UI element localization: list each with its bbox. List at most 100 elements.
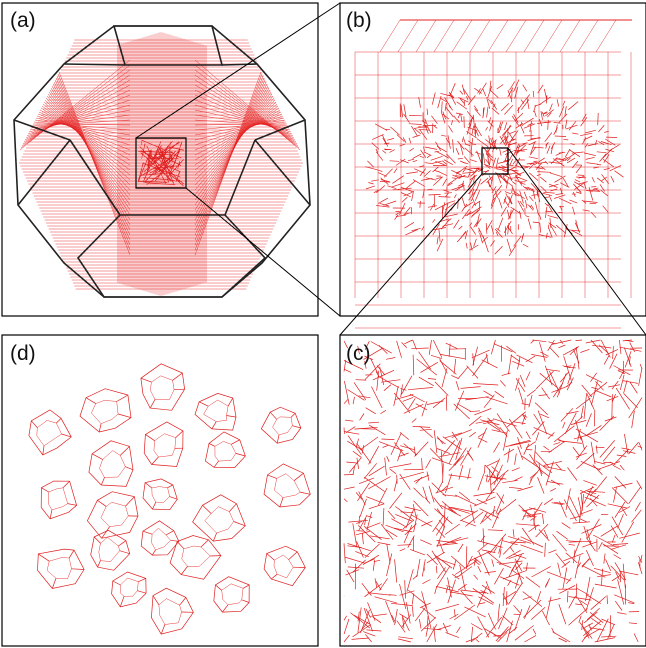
- cloud-segment: [488, 135, 491, 149]
- network-segment: [361, 445, 365, 454]
- network-segment: [601, 635, 617, 638]
- network-segment: [473, 492, 495, 497]
- network-segment: [613, 482, 633, 488]
- network-segment: [531, 354, 548, 358]
- cloud-segment: [548, 222, 557, 229]
- network-segment: [360, 609, 370, 634]
- network-segment: [518, 387, 524, 404]
- network-segment: [357, 525, 376, 543]
- network-segment: [444, 523, 460, 535]
- network-segment: [377, 541, 391, 546]
- network-segment: [545, 461, 554, 486]
- network-segment: [530, 469, 540, 481]
- cloud-segment: [495, 231, 499, 237]
- polyhedral-cell-edge: [165, 530, 174, 536]
- network-segment: [550, 487, 556, 492]
- network-segment: [435, 565, 438, 574]
- network-segment: [481, 585, 495, 594]
- wire-diagonal: [29, 109, 131, 131]
- network-segment: [432, 339, 443, 358]
- network-segment: [345, 419, 354, 422]
- cloud-segment: [605, 138, 616, 146]
- cloud-segment: [376, 185, 386, 193]
- polyhedral-cell-edge: [144, 482, 153, 489]
- network-segment: [435, 603, 460, 612]
- network-segment: [525, 431, 531, 440]
- network-segment: [531, 607, 546, 620]
- polyhedral-cell: [260, 406, 302, 444]
- network-segment: [494, 568, 504, 585]
- network-segment: [445, 586, 449, 594]
- network-segment: [569, 495, 581, 518]
- cloud-segment: [460, 230, 467, 239]
- network-segment: [453, 358, 457, 374]
- network-segment: [425, 624, 429, 637]
- cloud-segment: [463, 184, 465, 191]
- polyhedron-edge: [69, 139, 121, 216]
- network-segment: [391, 518, 406, 527]
- cloud-segment: [464, 201, 473, 208]
- network-segment: [490, 469, 509, 486]
- cloud-segment: [464, 230, 468, 240]
- network-segment: [355, 492, 363, 500]
- cloud-segment: [517, 200, 525, 212]
- wire-core: [168, 159, 184, 176]
- network-segment: [404, 506, 422, 512]
- network-segment: [634, 501, 641, 512]
- cloud-segment: [492, 190, 502, 202]
- network-segment: [569, 515, 581, 520]
- cloud-segment: [460, 113, 463, 123]
- cloud-segment: [527, 122, 533, 126]
- cloud-segment: [444, 213, 458, 218]
- network-segment: [454, 390, 465, 411]
- polyhedral-cell-face: [36, 420, 62, 447]
- network-segment: [387, 510, 396, 520]
- network-segment: [615, 387, 630, 410]
- cloud-segment: [486, 176, 493, 183]
- cloud-segment: [443, 159, 453, 166]
- polyhedral-cell: [88, 440, 134, 487]
- cloud-segment: [468, 191, 476, 201]
- cloud-segment: [424, 118, 427, 124]
- cloud-segment: [380, 179, 390, 183]
- cloud-segment: [548, 194, 553, 202]
- network-segment: [588, 490, 606, 493]
- network-segment: [454, 494, 478, 506]
- network-segment: [581, 384, 593, 398]
- cloud-segment: [441, 101, 443, 113]
- network-segment: [389, 492, 403, 509]
- network-segment: [442, 536, 462, 546]
- polyhedral-cell-face: [274, 473, 301, 498]
- cloud-segment: [405, 229, 418, 236]
- cloud-segment: [461, 161, 469, 165]
- network-segment: [575, 603, 583, 606]
- cloud-segment: [505, 177, 509, 189]
- cloud-segment: [600, 141, 612, 146]
- cloud-segment: [512, 160, 516, 165]
- cloud-segment: [426, 108, 429, 115]
- network-segment: [399, 471, 424, 480]
- polyhedral-cell-edge: [229, 503, 237, 512]
- network-segment: [487, 422, 501, 432]
- polyhedral-cell-edge: [112, 580, 121, 586]
- cloud-segment: [486, 97, 491, 109]
- cloud-segment: [412, 153, 422, 159]
- cloud-segment: [466, 211, 472, 217]
- network-segment: [614, 594, 635, 604]
- network-segment: [343, 398, 349, 404]
- wire-diagonal: [44, 99, 131, 186]
- network-segment: [548, 549, 557, 554]
- panel-a-wireframe: [13, 25, 311, 298]
- wire-core: [147, 150, 151, 167]
- cloud-segment: [583, 135, 593, 141]
- cloud-segment: [501, 165, 508, 169]
- network-segment: [356, 520, 363, 524]
- cloud-segment: [504, 191, 512, 195]
- network-segment: [507, 448, 510, 463]
- network-segment: [523, 513, 542, 517]
- network-segment: [559, 585, 576, 594]
- cloud-segment: [392, 175, 404, 184]
- network-segment: [533, 427, 554, 437]
- network-segment: [545, 578, 551, 587]
- wire-diagonal: [21, 69, 131, 147]
